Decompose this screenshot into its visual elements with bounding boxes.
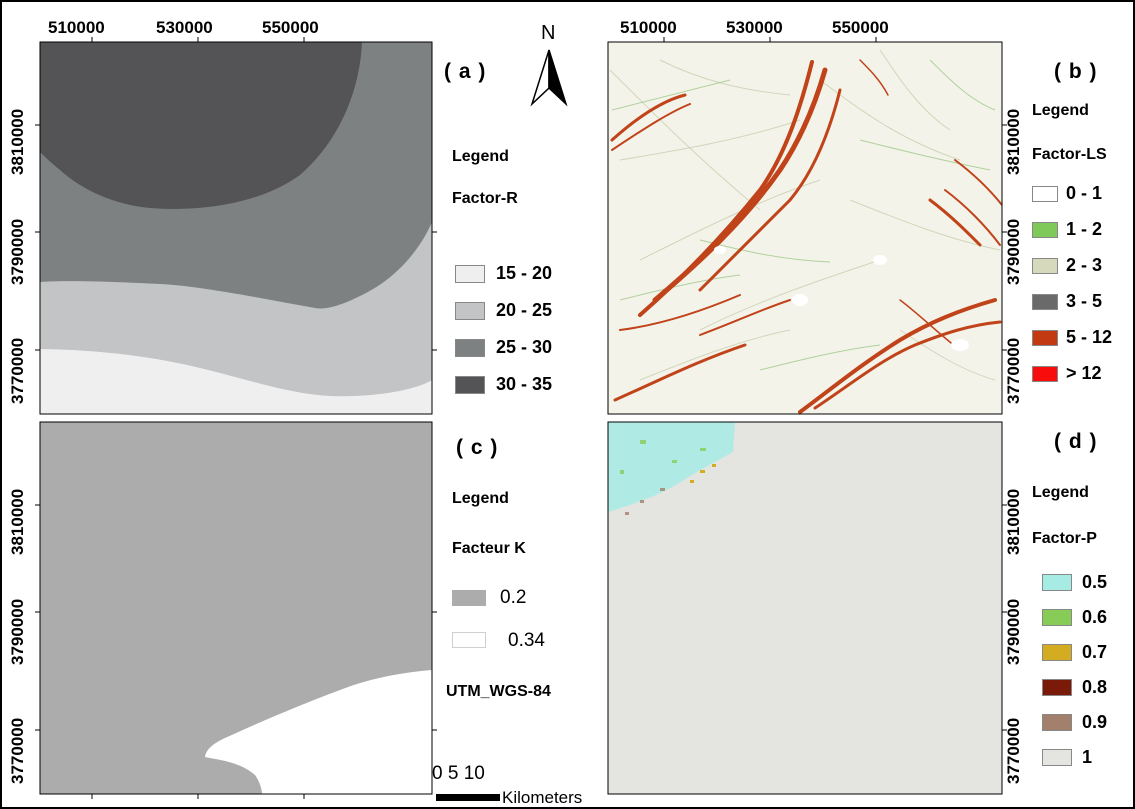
legend-label-ls-3-5: 3 - 5 [1066, 291, 1103, 311]
legend-label-ls-2-3: 2 - 3 [1066, 255, 1103, 275]
legend-swatch-ls-3-5 [1032, 294, 1058, 310]
panel-c-label: ( c ) [456, 436, 499, 459]
legend-swatch-r-20-25 [455, 302, 485, 320]
scale-numbers: 0 5 10 [432, 763, 485, 784]
panel-a-factor-title: Factor-R [452, 190, 518, 207]
legend-label-r-20-25: 20 - 25 [496, 300, 553, 320]
legend-label-p-0-7: 0.7 [1082, 642, 1108, 662]
x-tick-b-3: 550000 [832, 18, 889, 37]
legend-label-ls-1-2: 1 - 2 [1066, 219, 1103, 239]
legend-label-ls-0-1: 0 - 1 [1066, 183, 1103, 203]
ls-steep-ridges [610, 59, 1002, 414]
legend-swatch-k-0-34 [452, 632, 486, 648]
panel-d-label: ( d ) [1054, 430, 1098, 453]
zone-p-0-5 [608, 422, 735, 512]
legend-label-ls-over-12: > 12 [1066, 363, 1102, 383]
map-panel-c [40, 422, 432, 794]
ls-texture [609, 49, 1001, 381]
north-label: N [541, 22, 556, 44]
y-tick-a-3: 3770000 [8, 337, 27, 404]
x-tick-a-2: 530000 [156, 18, 213, 37]
zone-p-0-9-dots [625, 488, 665, 515]
projection-label: UTM_WGS-84 [446, 683, 551, 700]
legend-swatch-p-1 [1042, 749, 1072, 766]
legend-label-p-0-9: 0.9 [1082, 712, 1108, 732]
legend-swatch-k-0-2 [452, 590, 486, 606]
legend-swatch-ls-0-1 [1032, 186, 1058, 202]
y-tick-c-1: 3810000 [8, 488, 27, 555]
legend-swatch-p-0-7 [1042, 644, 1072, 661]
x-tick-a-1: 510000 [48, 18, 105, 37]
legend-label-p-1: 1 [1082, 747, 1093, 767]
y-tick-a-1: 3810000 [8, 108, 27, 175]
x-tick-a-3: 550000 [262, 18, 319, 37]
legend-swatch-ls-1-2 [1032, 222, 1058, 238]
map-panel-d [608, 422, 1002, 794]
legend-swatch-ls-2-3 [1032, 258, 1058, 274]
legend-swatch-p-0-5 [1042, 574, 1072, 591]
legend-swatch-r-25-30 [455, 339, 485, 357]
legend-swatch-r-15-20 [455, 265, 485, 283]
zone-30-35 [40, 42, 362, 209]
legend-label-k-0-34: 0.34 [508, 630, 545, 651]
y-tick-a-2: 3790000 [8, 218, 27, 285]
panel-c-legend-title: Legend [452, 490, 509, 507]
x-tick-b-2: 530000 [726, 18, 783, 37]
zone-k-0-34 [205, 670, 432, 794]
y-tick-c-3: 3770000 [8, 717, 27, 784]
tick-marks [35, 37, 1007, 799]
panel-b-label: ( b ) [1054, 60, 1098, 83]
scale-unit: Kilometers [502, 788, 583, 807]
panel-d-legend-title: Legend [1032, 484, 1089, 501]
legend-swatch-ls-over-12 [1032, 366, 1058, 382]
legend-label-r-25-30: 25 - 30 [496, 337, 553, 357]
legend-label-ls-5-12: 5 - 12 [1066, 327, 1113, 347]
x-tick-b-1: 510000 [620, 18, 677, 37]
legend-label-r-15-20: 15 - 20 [496, 263, 553, 283]
legend-label-p-0-8: 0.8 [1082, 677, 1108, 697]
legend-swatch-ls-5-12 [1032, 330, 1058, 346]
legend-swatch-p-0-9 [1042, 714, 1072, 731]
map-panel-b [608, 42, 1002, 414]
north-arrow-icon [530, 49, 568, 107]
legend-swatch-r-30-35 [455, 376, 485, 394]
panel-a-label: ( a ) [444, 60, 487, 83]
ls-flat-patches [714, 246, 969, 351]
legend-label-k-0-2: 0.2 [500, 587, 527, 608]
zone-p-0-7-dots [690, 464, 716, 483]
scale-bar [436, 794, 500, 801]
zone-p-0-6-dots [620, 440, 706, 474]
panel-c-factor-title: Facteur K [452, 540, 526, 557]
map-panel-a [40, 42, 432, 414]
legend-label-p-0-5: 0.5 [1082, 572, 1108, 592]
legend-label-p-0-6: 0.6 [1082, 607, 1108, 627]
y-tick-b-3: 3770000 [1004, 337, 1023, 404]
y-tick-d-2: 3790000 [1004, 598, 1023, 665]
panel-d-factor-title: Factor-P [1032, 530, 1097, 547]
ls-green-texture [611, 59, 996, 371]
y-tick-d-1: 3810000 [1004, 488, 1023, 555]
legend-swatch-p-0-8 [1042, 679, 1072, 696]
y-tick-b-2: 3790000 [1004, 218, 1023, 285]
panel-b-factor-title: Factor-LS [1032, 146, 1107, 163]
panel-a-legend-title: Legend [452, 148, 509, 165]
ls-background [608, 42, 1002, 414]
legend-swatch-p-0-6 [1042, 609, 1072, 626]
panel-b-legend-title: Legend [1032, 102, 1089, 119]
y-tick-b-1: 3810000 [1004, 108, 1023, 175]
y-tick-c-2: 3790000 [8, 598, 27, 665]
y-tick-d-3: 3770000 [1004, 717, 1023, 784]
legend-label-r-30-35: 30 - 35 [496, 374, 553, 394]
